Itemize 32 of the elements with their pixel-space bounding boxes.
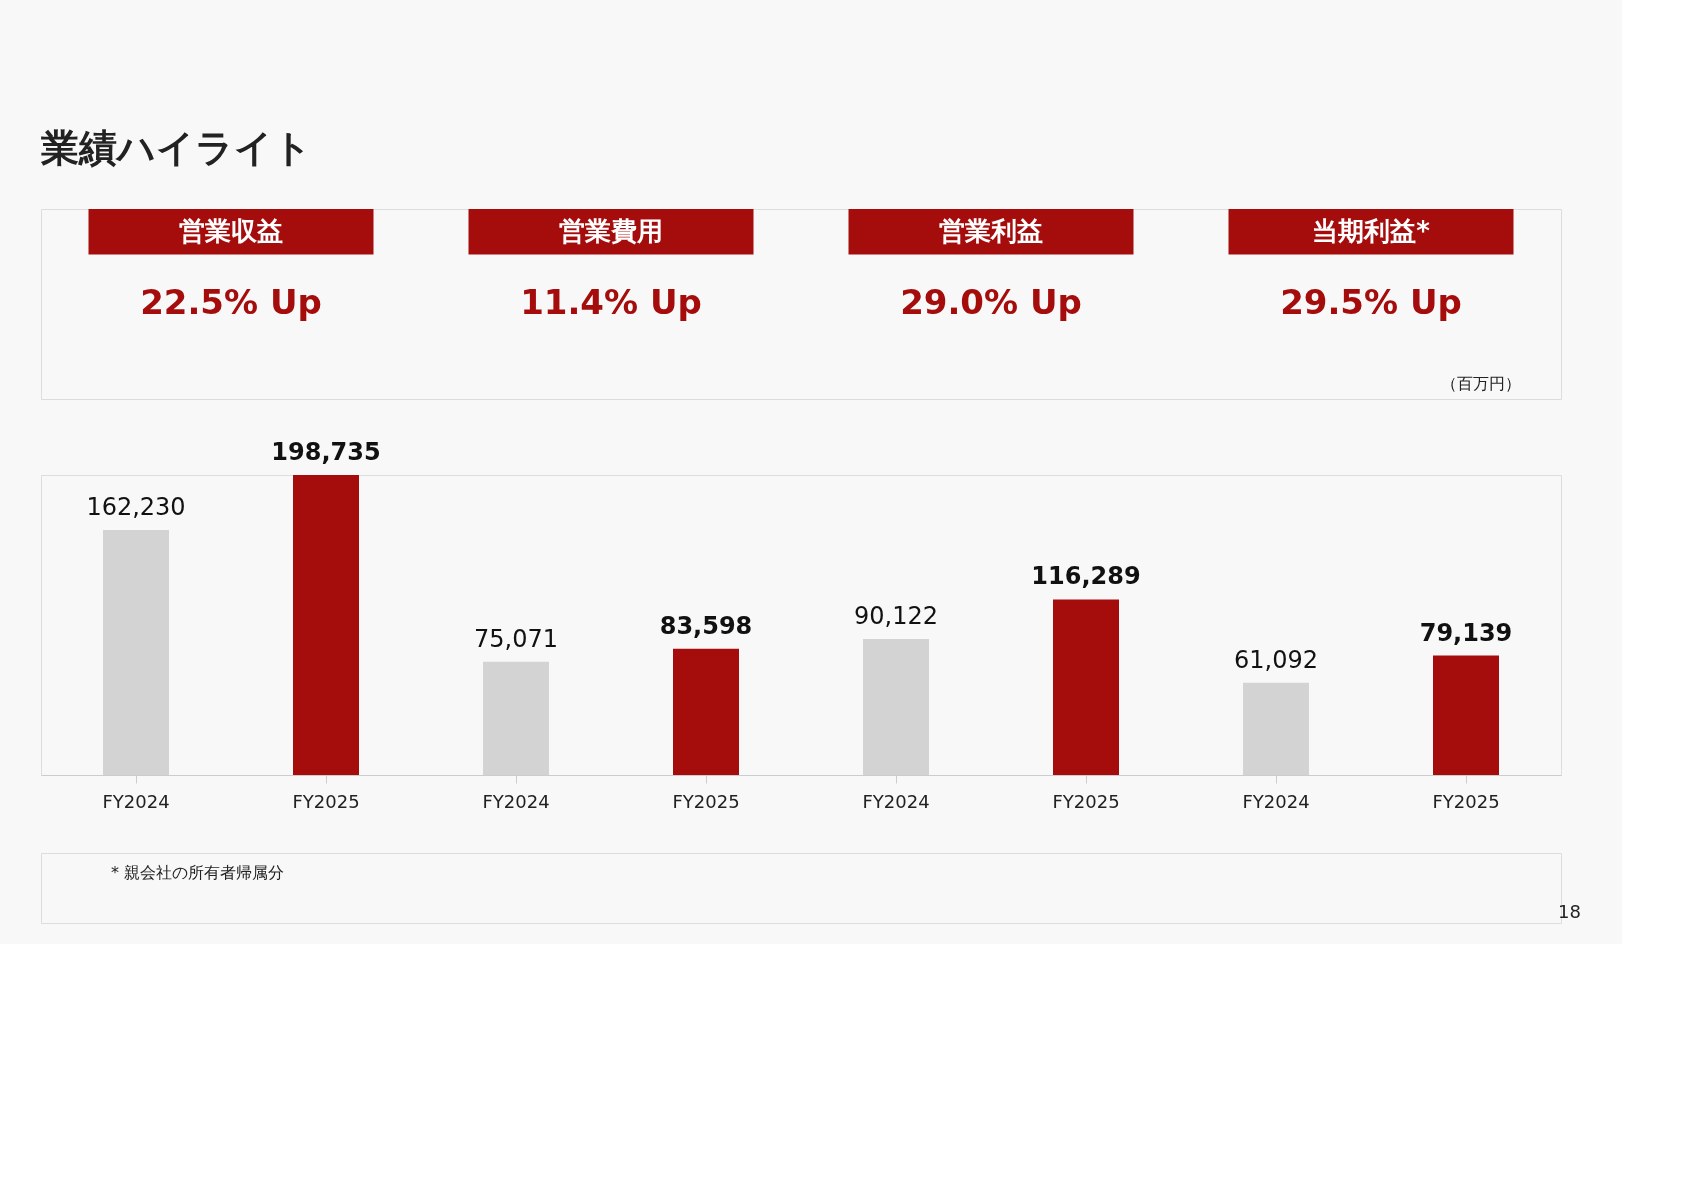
x-tick-label: FY2024 — [102, 790, 170, 812]
text: （百万円） — [1441, 374, 1521, 393]
x-tick-label: FY2024 — [862, 790, 930, 812]
data-label: 90,122 — [854, 601, 938, 630]
x-tick-label: FY2025 — [1052, 790, 1120, 812]
data-label: 83,598 — [659, 611, 753, 640]
data-label: 162,230 — [86, 493, 186, 522]
bar — [293, 475, 359, 775]
text: * 親会社の所有者帰属分 — [111, 863, 285, 882]
data-label: 79,139 — [1419, 618, 1513, 647]
text: 22.5% Up — [140, 282, 322, 322]
text: 11.4% Up — [520, 282, 702, 322]
text: 当期利益* — [1312, 215, 1431, 246]
text: 29.0% Up — [900, 282, 1082, 322]
text: 営業利益 — [939, 215, 1043, 246]
data-label: 61,092 — [1234, 645, 1318, 674]
bar — [673, 648, 739, 775]
x-tick-label: FY2024 — [1242, 790, 1310, 812]
text: 営業収益 — [179, 215, 283, 246]
data-label: 116,289 — [1031, 562, 1141, 591]
x-tick-label: FY2025 — [292, 790, 360, 812]
chart-title: 業績ハイライト — [39, 125, 312, 170]
data-label: 75,071 — [474, 624, 558, 653]
text: 営業費用 — [559, 215, 663, 246]
x-tick-label: FY2024 — [482, 790, 550, 812]
text: 29.5% Up — [1280, 282, 1462, 322]
bar — [1053, 599, 1119, 775]
x-tick-label: FY2025 — [1432, 790, 1500, 812]
bar — [1433, 655, 1499, 775]
x-tick-label: FY2025 — [672, 790, 740, 812]
text: 18 — [1558, 901, 1581, 922]
data-label: 198,735 — [271, 438, 381, 466]
